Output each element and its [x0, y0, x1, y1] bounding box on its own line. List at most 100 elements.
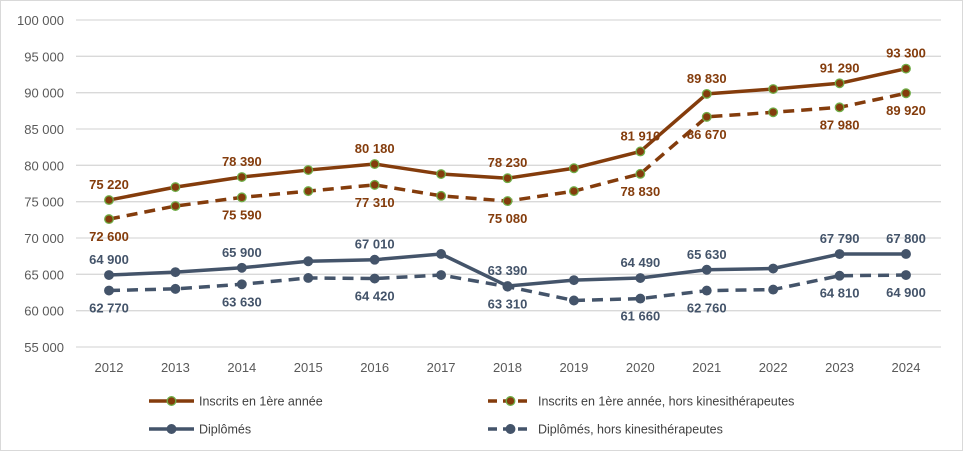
y-tick-label: 55 000 [24, 340, 64, 355]
legend: Inscrits en 1ère année Inscrits en 1ère a… [149, 395, 794, 437]
data-point [170, 267, 181, 278]
data-label: 81 910 [620, 128, 660, 143]
data-point [768, 84, 779, 94]
legend-item: Diplômés [149, 423, 251, 437]
x-tick-label: 2023 [825, 360, 854, 375]
series-1 [104, 63, 911, 206]
y-tick-label: 70 000 [24, 231, 64, 246]
data-label: 64 900 [886, 285, 926, 300]
data-label: 93 300 [886, 46, 926, 61]
legend-item: Inscrits en 1ère année [149, 395, 323, 409]
data-point [635, 146, 646, 157]
legend-marker-icon [166, 396, 177, 406]
y-tick-label: 80 000 [24, 158, 64, 173]
legend-label: Inscrits en 1ère année, hors kinesithéra… [538, 395, 794, 409]
legend-marker-icon [505, 396, 516, 406]
data-label: 91 290 [820, 60, 860, 75]
data-point [236, 279, 247, 290]
x-tick-label: 2013 [161, 360, 190, 375]
data-label: 75 590 [222, 207, 262, 222]
y-tick-label: 95 000 [24, 49, 64, 64]
x-tick-label: 2021 [692, 360, 721, 375]
data-point [502, 281, 513, 292]
data-point [303, 273, 314, 283]
data-label: 67 790 [820, 231, 860, 246]
data-point [436, 249, 447, 259]
data-label: 61 660 [620, 309, 660, 324]
data-label: 89 920 [886, 103, 926, 118]
x-tick-label: 2019 [559, 360, 588, 375]
data-point [901, 270, 911, 281]
data-point [303, 256, 314, 267]
data-point [568, 186, 579, 197]
data-label: 89 830 [687, 71, 727, 86]
data-label: 78 830 [620, 184, 660, 199]
data-label: 67 010 [355, 237, 395, 252]
data-labels: 75 220 78 390 80 180 78 230 81 910 89 830 91 2… [89, 46, 926, 324]
data-point [104, 270, 114, 281]
data-point [303, 165, 314, 176]
data-point [369, 159, 380, 169]
data-label: 64 420 [355, 289, 395, 304]
data-point [236, 172, 247, 182]
data-label: 63 390 [488, 263, 528, 278]
data-point [701, 111, 712, 122]
legend-item: Inscrits en 1ère année, hors kinesithéra… [488, 395, 794, 409]
data-label: 63 630 [222, 294, 262, 309]
data-point [635, 293, 646, 304]
data-point [701, 285, 712, 296]
data-point [303, 186, 314, 197]
data-point [502, 173, 513, 184]
x-tick-label: 2024 [892, 360, 921, 375]
x-tick-label: 2014 [227, 360, 256, 375]
x-axis-ticks: 2012 2013 2014 2015 2016 2017 2018 2019 2020 2021… [95, 360, 921, 375]
data-label: 78 230 [488, 155, 528, 170]
data-label: 62 770 [89, 301, 129, 316]
data-label: 78 390 [222, 154, 262, 169]
data-point [502, 196, 513, 207]
data-point [236, 192, 247, 203]
legend-marker-icon [505, 424, 516, 434]
x-tick-label: 2017 [427, 360, 456, 375]
data-point [768, 263, 779, 274]
data-point [834, 102, 845, 113]
data-point [568, 163, 579, 174]
data-point [635, 168, 646, 179]
legend-label: Diplômés [199, 423, 251, 437]
data-label: 64 900 [89, 252, 129, 267]
series-4 [104, 270, 911, 306]
data-point [104, 195, 114, 206]
legend-item: Diplômés, hors kinesithérapeutes [488, 423, 723, 437]
series-lines [104, 63, 911, 306]
data-point [104, 214, 114, 225]
data-label: 65 900 [222, 245, 262, 260]
data-point [436, 169, 447, 180]
data-label: 62 760 [687, 301, 727, 316]
data-point [236, 262, 247, 273]
data-label: 72 600 [89, 229, 129, 244]
x-tick-label: 2016 [360, 360, 389, 375]
y-tick-label: 85 000 [24, 122, 64, 137]
data-point [170, 283, 181, 294]
x-tick-label: 2018 [493, 360, 522, 375]
data-point [568, 275, 579, 286]
data-point [701, 264, 712, 275]
data-point [170, 182, 181, 193]
data-point [901, 88, 911, 99]
data-point [834, 78, 845, 89]
legend-marker-icon [166, 424, 177, 434]
data-point [901, 249, 911, 259]
x-tick-label: 2012 [95, 360, 124, 375]
legend-label: Diplômés, hors kinesithérapeutes [538, 423, 723, 437]
data-label: 75 080 [488, 211, 528, 226]
y-tick-label: 90 000 [24, 86, 64, 101]
y-axis-ticks: 55 000 60 000 65 000 70 000 75 000 80 000 85 0… [17, 13, 64, 355]
data-label: 75 220 [89, 177, 129, 192]
data-label: 77 310 [355, 195, 395, 210]
y-tick-label: 100 000 [17, 13, 64, 28]
data-label: 65 630 [687, 247, 727, 262]
data-point [635, 273, 646, 283]
data-point [834, 249, 845, 260]
data-point [436, 190, 447, 201]
